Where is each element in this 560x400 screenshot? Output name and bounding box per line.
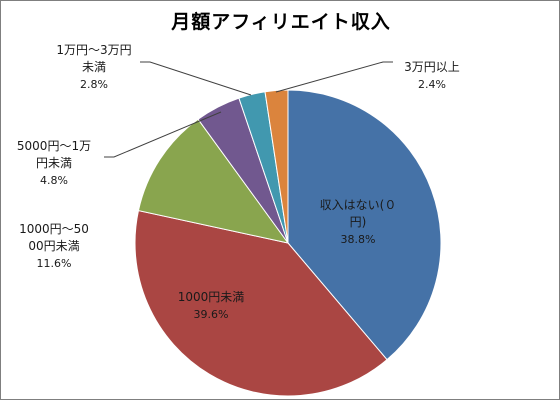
pie-slice [264, 89, 289, 244]
slice-value-label: 11.6% [37, 257, 72, 270]
leader-line [275, 61, 393, 93]
slice-value-label: 38.8% [341, 233, 376, 246]
slice-label: 収入はない(０ [320, 198, 397, 212]
slice-label: 00円未満 [28, 239, 79, 253]
slice-label: 3万円以上 [404, 60, 460, 74]
leader-line [104, 111, 222, 158]
chart-title: 月額アフィリエイト収入 [171, 11, 391, 33]
pie-slice [134, 209, 388, 397]
slice-value-label: 2.8% [80, 78, 108, 91]
slice-label: 円未満 [36, 156, 72, 170]
leader-line [140, 61, 252, 96]
pie-slice [287, 89, 442, 361]
slice-label: 1万円～3万円 [56, 43, 131, 57]
slice-label: 1000円～50 [19, 222, 89, 236]
slice-value-label: 2.4% [418, 78, 446, 91]
slice-label: 未満 [82, 60, 106, 74]
slice-value-label: 4.8% [40, 174, 68, 187]
slice-label: 5000円～1万 [17, 139, 91, 153]
slice-value-label: 39.6% [194, 308, 229, 321]
pie-slice [137, 118, 290, 244]
slice-label: 円) [350, 215, 367, 229]
slice-label: 1000円未満 [178, 290, 245, 304]
